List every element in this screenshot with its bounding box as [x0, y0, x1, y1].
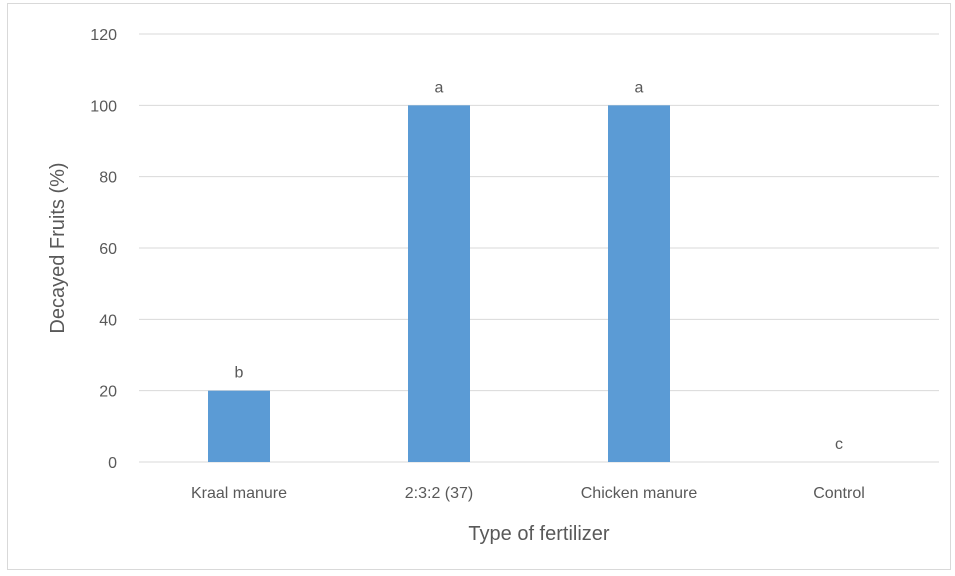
x-axis-categories: Kraal manure 2:3:2 (37) Chicken manure Cont… — [191, 485, 865, 502]
data-label: a — [435, 79, 444, 96]
bar — [208, 390, 270, 462]
y-axis-ticks: 0 20 40 60 80 100 120 — [90, 27, 117, 472]
x-category-label: Kraal manure — [191, 485, 287, 502]
x-axis-title: Type of fertilizer — [468, 523, 610, 545]
y-axis-title: Decayed Fruits (%) — [47, 162, 69, 333]
chart-area — [7, 3, 951, 570]
data-labels: b a a c — [235, 79, 843, 453]
bars — [208, 105, 670, 462]
y-tick-label: 40 — [99, 312, 117, 329]
y-tick-label: 20 — [99, 384, 117, 401]
data-label: a — [635, 79, 644, 96]
y-tick-label: 0 — [108, 455, 117, 472]
y-tick-label: 100 — [90, 98, 117, 115]
x-category-label: Chicken manure — [581, 485, 698, 502]
x-category-label: 2:3:2 (37) — [405, 485, 473, 502]
y-tick-label: 120 — [90, 27, 117, 44]
y-tick-label: 80 — [99, 170, 117, 187]
data-label: b — [235, 365, 244, 382]
bar — [408, 105, 470, 462]
data-label: c — [835, 436, 843, 453]
gridlines — [139, 33, 939, 463]
y-tick-label: 60 — [99, 241, 117, 258]
x-category-label: Control — [813, 485, 865, 502]
bar — [608, 105, 670, 462]
